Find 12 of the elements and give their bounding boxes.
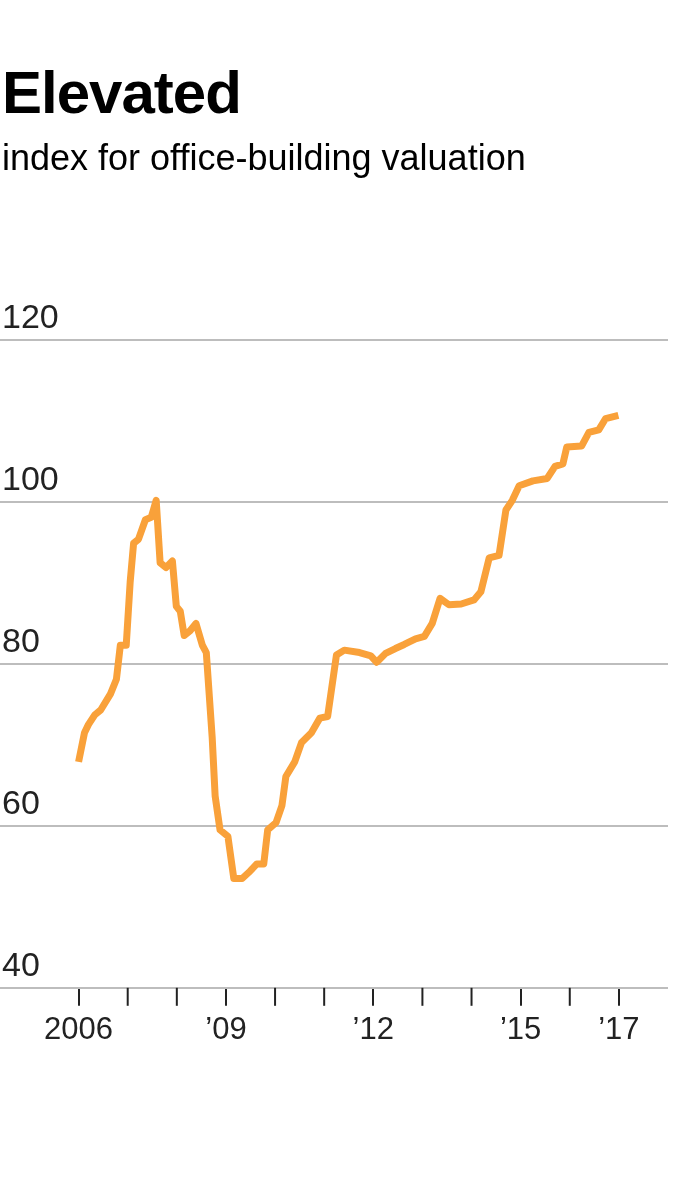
- chart-subtitle: index for office-building valuation: [2, 136, 527, 180]
- y-tick-label: 80: [2, 620, 40, 659]
- y-tick-label: 120: [2, 297, 59, 335]
- x-tick-label: ’17: [598, 1010, 640, 1046]
- x-tick-label: ’15: [499, 1010, 542, 1046]
- y-tick-label: 40: [2, 944, 40, 983]
- y-tick-label: 100: [2, 458, 59, 497]
- x-tick-label: ’12: [352, 1010, 394, 1046]
- y-tick-label: 60: [2, 782, 40, 821]
- chart-title: Elevated: [2, 59, 242, 126]
- x-tick-label: 2006: [44, 1010, 114, 1046]
- x-tick-label: ’09: [205, 1010, 247, 1046]
